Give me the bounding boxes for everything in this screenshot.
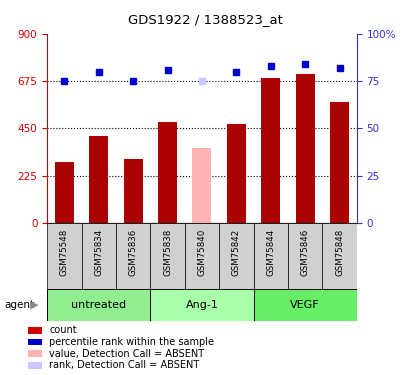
- Bar: [253, 223, 287, 289]
- Bar: [218, 223, 253, 289]
- Bar: [158, 122, 177, 223]
- Text: ▶: ▶: [29, 300, 38, 310]
- Text: value, Detection Call = ABSENT: value, Detection Call = ABSENT: [49, 349, 204, 358]
- Bar: [150, 289, 253, 321]
- Bar: [295, 74, 314, 223]
- Bar: [28, 350, 41, 357]
- Bar: [329, 102, 348, 223]
- Bar: [47, 289, 150, 321]
- Bar: [253, 289, 356, 321]
- Text: GSM75834: GSM75834: [94, 228, 103, 276]
- Text: GSM75848: GSM75848: [334, 228, 343, 276]
- Bar: [55, 162, 74, 223]
- Bar: [124, 159, 142, 223]
- Bar: [226, 124, 245, 223]
- Text: agent: agent: [4, 300, 34, 310]
- Text: GSM75844: GSM75844: [265, 228, 274, 276]
- Bar: [28, 327, 41, 333]
- Bar: [116, 223, 150, 289]
- Bar: [192, 148, 211, 223]
- Text: rank, Detection Call = ABSENT: rank, Detection Call = ABSENT: [49, 360, 199, 370]
- Bar: [287, 223, 321, 289]
- Text: GSM75846: GSM75846: [300, 228, 309, 276]
- Text: GDS1922 / 1388523_at: GDS1922 / 1388523_at: [127, 13, 282, 26]
- Text: GSM75836: GSM75836: [128, 228, 137, 276]
- Bar: [47, 223, 81, 289]
- Bar: [261, 78, 279, 223]
- Bar: [89, 136, 108, 223]
- Text: GSM75548: GSM75548: [60, 228, 69, 276]
- Text: GSM75842: GSM75842: [231, 228, 240, 276]
- Bar: [321, 223, 356, 289]
- Bar: [150, 223, 184, 289]
- Bar: [81, 223, 116, 289]
- Text: untreated: untreated: [71, 300, 126, 310]
- Text: percentile rank within the sample: percentile rank within the sample: [49, 337, 213, 347]
- Text: GSM75840: GSM75840: [197, 228, 206, 276]
- Text: count: count: [49, 325, 76, 335]
- Text: Ang-1: Ang-1: [185, 300, 218, 310]
- Bar: [184, 223, 218, 289]
- Text: GSM75838: GSM75838: [163, 228, 172, 276]
- Text: VEGF: VEGF: [290, 300, 319, 310]
- Bar: [28, 339, 41, 345]
- Bar: [28, 362, 41, 369]
